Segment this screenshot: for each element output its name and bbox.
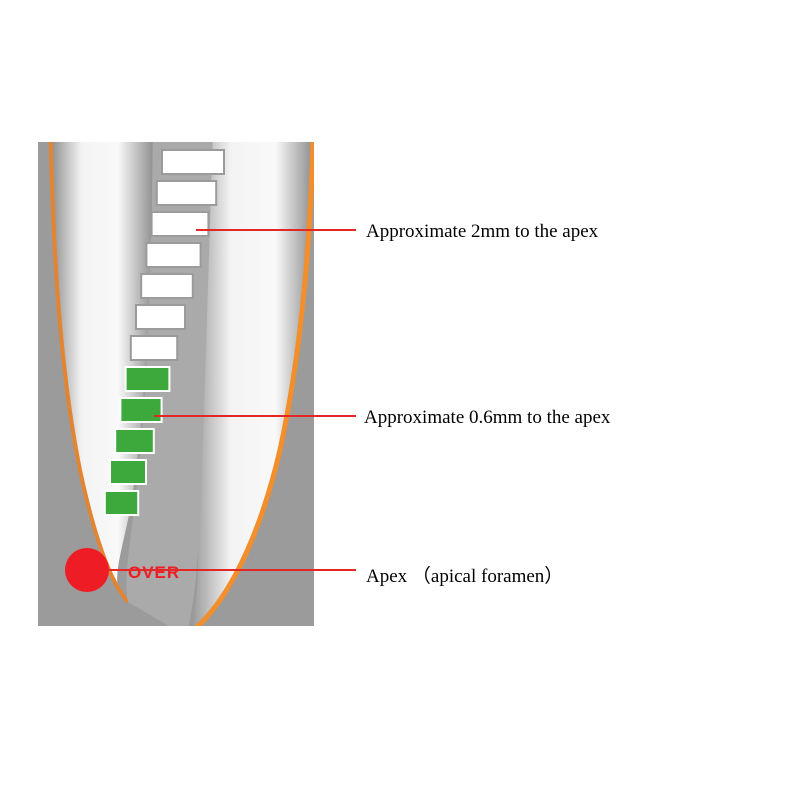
callout-label-apex: Apex （apical foramen） (366, 561, 563, 588)
callout-label-2mm: Approximate 2mm to the apex (366, 221, 598, 243)
diagram-svg: OVER (0, 0, 800, 800)
scale-segment (141, 274, 193, 298)
scale-segment (120, 398, 161, 422)
callout-label-06mm: Approximate 0.6mm to the apex (364, 407, 610, 429)
scale-segment (162, 150, 224, 174)
scale-segment (152, 212, 209, 236)
scale-segment (157, 181, 216, 205)
scale-segment (110, 460, 146, 484)
scale-segment (115, 429, 154, 453)
scale-segment (105, 491, 138, 515)
apex-marker (65, 548, 109, 592)
scale-segment (136, 305, 185, 329)
scale-segment (131, 336, 177, 360)
scale-segment (146, 243, 200, 267)
over-label: OVER (128, 563, 180, 582)
diagram-canvas: OVER Approximate 2mm to the apex Approxi… (0, 0, 800, 800)
scale-segment (126, 367, 170, 391)
